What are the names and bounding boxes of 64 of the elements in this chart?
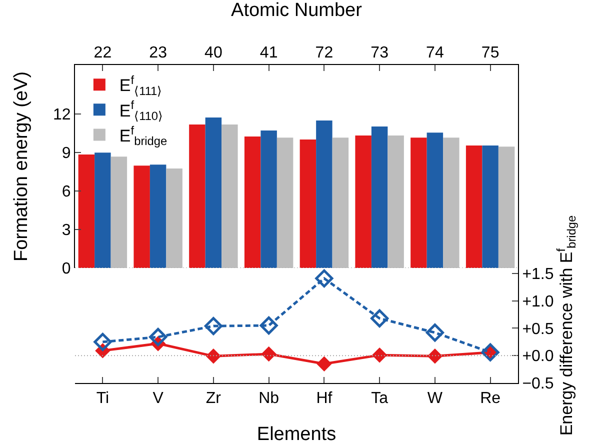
bar xyxy=(371,126,388,268)
x-tick-label: 23 xyxy=(149,44,168,62)
x-tick-label: Hf xyxy=(316,390,333,408)
bar xyxy=(244,136,261,268)
point xyxy=(206,349,221,364)
y2-tick-label: +1.5 xyxy=(522,266,554,284)
bar xyxy=(260,130,277,268)
point xyxy=(149,328,168,346)
y-tick-label: 0 xyxy=(62,260,71,278)
x-tick-label: V xyxy=(152,390,164,408)
point xyxy=(317,356,332,371)
x-tick-label: 72 xyxy=(315,44,334,62)
bar xyxy=(388,136,404,268)
bar xyxy=(205,118,222,268)
point xyxy=(262,346,276,362)
point xyxy=(426,324,444,342)
x-tick-label: Zr xyxy=(206,390,222,408)
point xyxy=(94,332,112,351)
y2-tick-label: +0.0 xyxy=(522,348,554,366)
bar xyxy=(150,164,166,268)
bar xyxy=(466,146,482,268)
bar xyxy=(443,138,460,268)
x-tick-label: 74 xyxy=(426,44,444,62)
x-tick-label: W xyxy=(427,390,444,408)
y2-tick-label: +0.5 xyxy=(522,320,554,338)
bar xyxy=(276,138,294,268)
x-tick-label: Ta xyxy=(371,390,388,408)
bar xyxy=(332,138,349,268)
bar xyxy=(482,146,498,268)
bar xyxy=(78,154,95,268)
point xyxy=(315,269,334,288)
point xyxy=(372,348,387,362)
y-tick-label: 6 xyxy=(62,184,71,201)
x-tick-label: Ti xyxy=(96,390,110,408)
x-tick-label: 41 xyxy=(260,44,278,62)
point xyxy=(260,316,278,335)
bar xyxy=(426,132,444,268)
bar xyxy=(355,136,372,268)
y2-tick-label: +1.0 xyxy=(522,293,554,310)
bar xyxy=(222,124,238,268)
bar xyxy=(300,140,316,268)
x-axis-title: Elements xyxy=(256,424,336,445)
x-tick-label: 40 xyxy=(204,44,222,62)
x2-axis-title: Atomic Number xyxy=(231,0,363,21)
bar xyxy=(498,146,515,268)
y-tick-label: 3 xyxy=(62,222,71,240)
bar xyxy=(166,168,182,268)
y-tick-label: 12 xyxy=(53,106,71,124)
y2-tick-label: −0.5 xyxy=(522,376,554,393)
bar xyxy=(94,152,111,268)
point xyxy=(428,349,442,364)
bar xyxy=(110,156,128,268)
x-tick-label: 73 xyxy=(370,44,389,62)
bar xyxy=(189,124,206,268)
x-tick-label: 22 xyxy=(94,44,112,62)
x-tick-label: Re xyxy=(480,390,501,408)
y-tick-label: 9 xyxy=(62,144,71,162)
y-axis-title: Formation energy (eV) xyxy=(11,71,32,262)
point xyxy=(204,317,222,336)
bar xyxy=(134,166,150,268)
point xyxy=(370,309,389,328)
bar xyxy=(410,138,427,268)
x-tick-label: Nb xyxy=(258,390,280,408)
x-tick-label: 75 xyxy=(481,44,500,62)
